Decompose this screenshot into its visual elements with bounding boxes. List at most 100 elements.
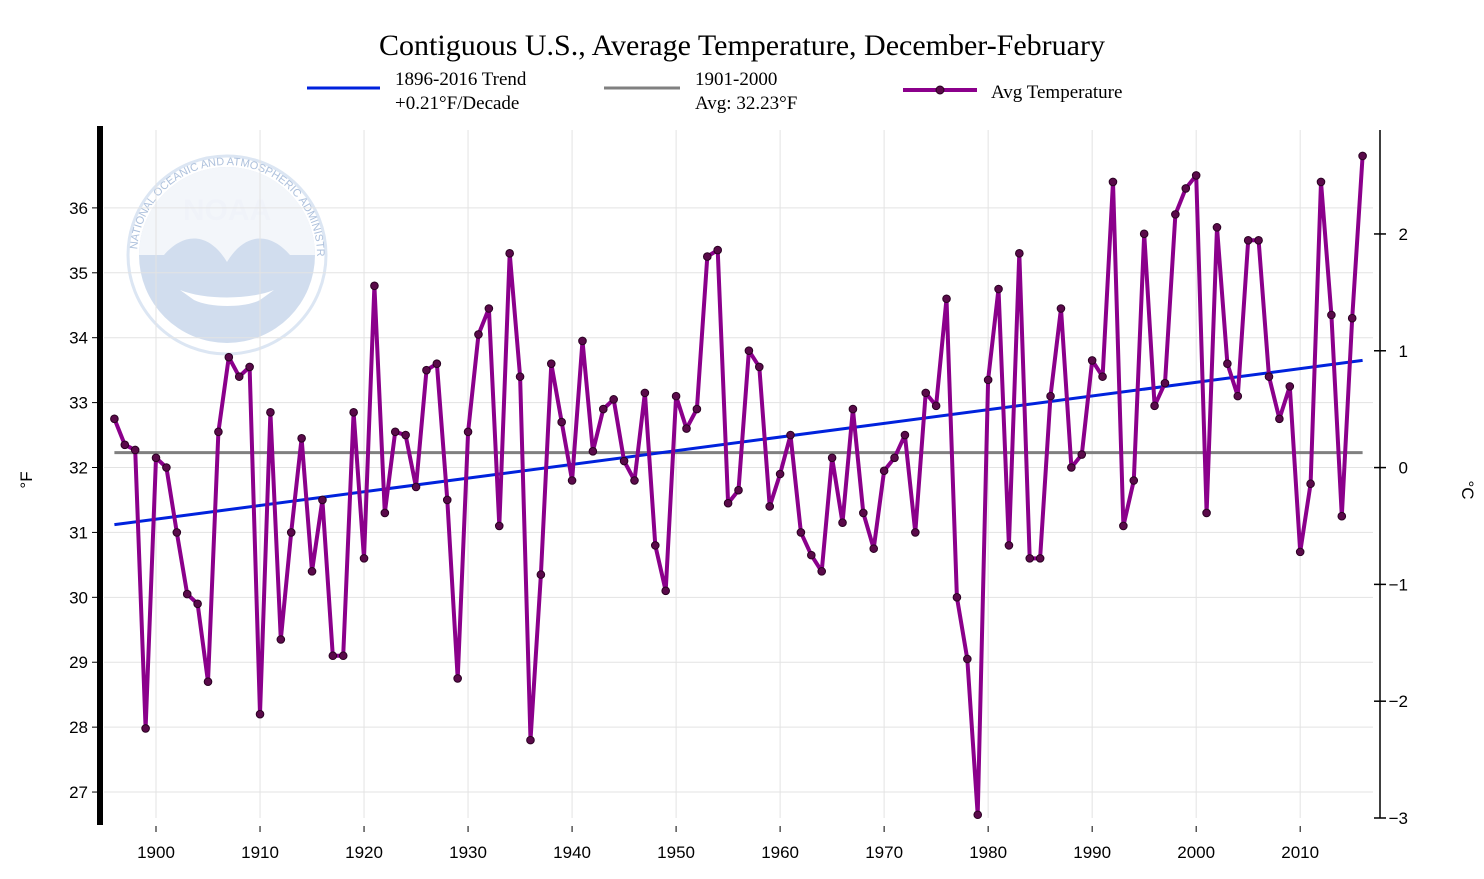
data-point bbox=[755, 362, 764, 372]
data-point bbox=[765, 502, 775, 511]
data-point bbox=[1067, 463, 1076, 472]
data-point bbox=[1181, 184, 1191, 193]
data-point bbox=[266, 408, 275, 417]
data-point bbox=[286, 528, 296, 537]
data-point bbox=[130, 445, 140, 455]
data-point bbox=[859, 508, 868, 518]
data-point bbox=[640, 388, 650, 398]
data-point bbox=[120, 440, 130, 450]
data-point bbox=[526, 735, 535, 745]
data-point bbox=[900, 430, 910, 440]
data-point bbox=[546, 359, 556, 368]
legend-trend-label-2: +0.21°F/Decade bbox=[395, 93, 519, 114]
data-point bbox=[1295, 547, 1305, 557]
chart-title: Contiguous U.S., Average Temperature, De… bbox=[379, 29, 1105, 62]
data-point bbox=[453, 674, 462, 683]
data-point bbox=[255, 709, 265, 719]
y2-tick-label: 2 bbox=[1399, 225, 1408, 244]
data-point bbox=[318, 495, 327, 505]
data-point bbox=[349, 408, 358, 417]
data-point bbox=[1337, 511, 1347, 521]
data-point bbox=[723, 498, 733, 508]
data-point bbox=[442, 495, 452, 505]
data-point bbox=[234, 372, 244, 381]
legend: 1896-2016 Trend +0.21°F/Decade 1901-2000… bbox=[307, 69, 1122, 114]
data-point bbox=[567, 476, 577, 485]
data-point bbox=[1056, 304, 1066, 313]
y-tick-label: 33 bbox=[69, 394, 88, 413]
logo-abbr: NOAA bbox=[183, 194, 271, 227]
y2-tick-label: −3 bbox=[1389, 809, 1408, 828]
data-point bbox=[1306, 479, 1315, 489]
data-point bbox=[1233, 391, 1243, 401]
data-point bbox=[1223, 359, 1232, 368]
legend-series-label: Avg Temperature bbox=[991, 82, 1122, 103]
data-point bbox=[775, 469, 785, 479]
data-point bbox=[1316, 177, 1326, 187]
y2-tick-label: 1 bbox=[1399, 342, 1408, 361]
data-point bbox=[1139, 229, 1149, 239]
data-point bbox=[1212, 223, 1222, 232]
plot-area bbox=[110, 151, 1367, 820]
data-point bbox=[1160, 378, 1170, 388]
data-point bbox=[494, 521, 504, 531]
data-point bbox=[214, 427, 223, 437]
y-axis-left: 27 28 29 30 31 32 33 34 35 36 bbox=[69, 199, 97, 802]
data-point bbox=[671, 391, 681, 401]
data-point bbox=[224, 352, 234, 362]
data-point bbox=[390, 427, 400, 437]
data-point bbox=[162, 463, 171, 472]
x-axis: 1900 1910 1920 1930 1940 1950 1960 1970 1980 1990… bbox=[137, 826, 1319, 862]
data-point bbox=[827, 453, 837, 463]
data-point bbox=[557, 417, 566, 427]
x-tick-label: 1950 bbox=[657, 843, 695, 862]
data-point bbox=[1150, 401, 1159, 411]
data-point bbox=[1087, 356, 1097, 365]
data-point bbox=[401, 430, 410, 440]
data-point bbox=[380, 508, 390, 518]
data-point bbox=[1129, 476, 1139, 485]
data-point bbox=[276, 635, 286, 644]
data-point bbox=[931, 401, 941, 411]
legend-average-label-1: 1901-2000 bbox=[695, 69, 777, 90]
data-point bbox=[983, 375, 993, 385]
data-point bbox=[796, 528, 806, 537]
x-tick-label: 1960 bbox=[761, 843, 799, 862]
data-point bbox=[474, 330, 483, 339]
legend-average-label-2: Avg: 32.23°F bbox=[695, 93, 797, 114]
data-point bbox=[1202, 508, 1211, 518]
data-point bbox=[1347, 313, 1357, 323]
x-tick-label: 1910 bbox=[241, 843, 279, 862]
data-point bbox=[328, 651, 338, 661]
data-point bbox=[869, 544, 879, 553]
data-point bbox=[630, 476, 639, 485]
data-point bbox=[994, 284, 1003, 294]
x-tick-label: 1920 bbox=[345, 843, 383, 862]
data-point bbox=[505, 249, 514, 258]
data-point bbox=[1077, 450, 1087, 459]
data-point bbox=[578, 336, 587, 346]
x-tick-label: 2000 bbox=[1177, 843, 1215, 862]
y-tick-label: 31 bbox=[69, 523, 88, 542]
data-point bbox=[911, 528, 920, 537]
data-point bbox=[141, 724, 150, 733]
y2-axis-label: °C bbox=[1458, 480, 1477, 499]
x-tick-label: 1930 bbox=[449, 843, 487, 862]
data-point bbox=[1264, 372, 1274, 381]
x-tick-label: 1990 bbox=[1073, 843, 1111, 862]
data-point bbox=[713, 245, 722, 255]
data-point bbox=[682, 424, 691, 433]
data-point bbox=[963, 654, 972, 664]
data-point bbox=[432, 359, 442, 368]
legend-trend-label-1: 1896-2016 Trend bbox=[395, 69, 527, 90]
data-point bbox=[203, 677, 213, 686]
data-point bbox=[411, 482, 421, 492]
data-point bbox=[172, 528, 182, 537]
data-point bbox=[619, 456, 629, 466]
x-tick-label: 1900 bbox=[137, 843, 175, 862]
data-point bbox=[536, 570, 546, 579]
data-point bbox=[734, 485, 743, 495]
data-point bbox=[1098, 372, 1107, 381]
data-point bbox=[515, 372, 525, 381]
